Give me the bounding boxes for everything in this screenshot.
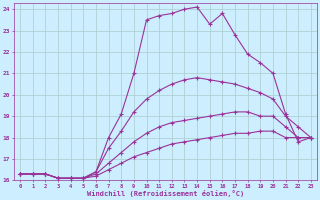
X-axis label: Windchill (Refroidissement éolien,°C): Windchill (Refroidissement éolien,°C) — [87, 190, 244, 197]
